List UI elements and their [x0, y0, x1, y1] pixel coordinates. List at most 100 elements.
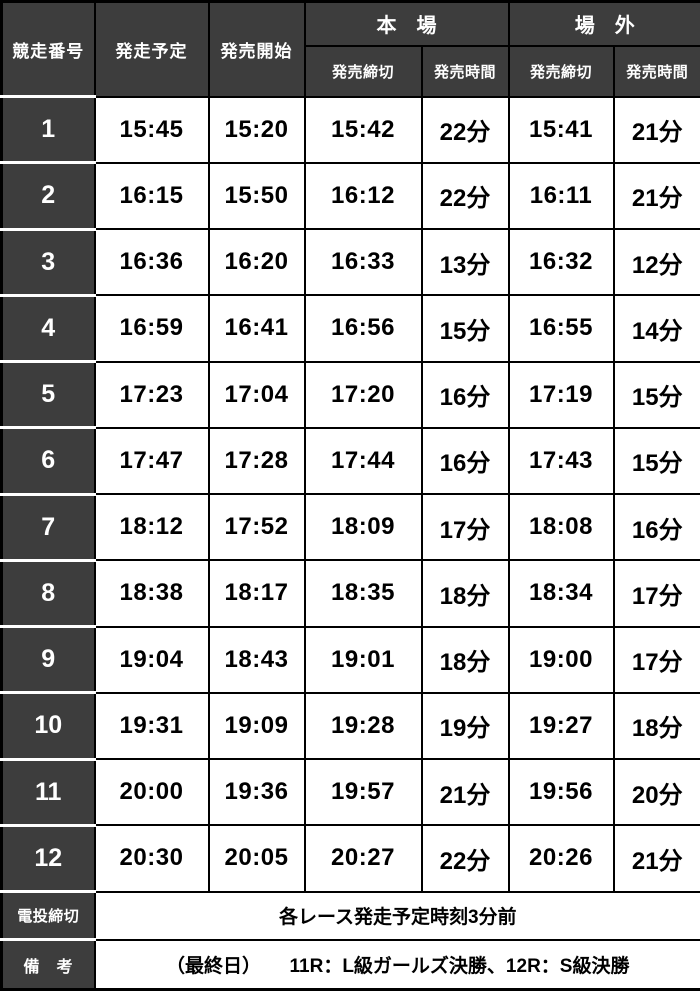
table-row: 11 20:00 19:36 19:57 21分 19:56 20分 — [0, 757, 700, 827]
off-sale-close-cell: 19:56 — [507, 757, 615, 827]
header-off-sale-close: 発売締切 — [507, 44, 615, 98]
off-sale-duration-cell: 17分 — [612, 625, 700, 694]
table-row: 9 19:04 18:43 19:01 18分 19:00 17分 — [0, 624, 700, 694]
header-sale-open: 発売開始 — [207, 0, 306, 98]
main-sale-duration-cell: 18分 — [420, 559, 510, 628]
schedule-rows: 1 15:45 15:20 15:42 22分 15:41 21分 2 16:15 15:50 16… — [0, 94, 700, 893]
table-row: 4 16:59 16:41 16:56 15分 16:55 14分 — [0, 293, 700, 363]
main-sale-duration-cell: 18分 — [420, 625, 510, 694]
off-sale-close-cell: 16:55 — [507, 294, 615, 363]
scheduled-start-cell: 19:31 — [93, 691, 210, 761]
off-sale-duration-cell: 17分 — [612, 559, 700, 628]
scheduled-start-cell: 20:30 — [93, 824, 210, 893]
scheduled-start-cell: 16:15 — [93, 161, 210, 231]
main-sale-duration-cell: 17分 — [420, 492, 510, 562]
race-number-cell: 3 — [0, 227, 96, 297]
table-row: 6 17:47 17:28 17:44 16分 17:43 15分 — [0, 426, 700, 496]
sale-open-cell: 20:05 — [207, 824, 306, 893]
off-sale-duration-cell: 15分 — [612, 426, 700, 496]
main-sale-duration-cell: 22分 — [420, 95, 510, 164]
race-number-cell: 1 — [0, 94, 96, 164]
table-row: 10 19:31 19:09 19:28 19分 19:27 18分 — [0, 691, 700, 761]
main-sale-close-cell: 18:35 — [303, 559, 423, 628]
race-number-cell: 10 — [0, 691, 96, 761]
off-sale-duration-cell: 12分 — [612, 227, 700, 297]
table-row: 7 18:12 17:52 18:09 17分 18:08 16分 — [0, 492, 700, 562]
main-sale-close-cell: 17:20 — [303, 360, 423, 429]
table-row: 3 16:36 16:20 16:33 13分 16:32 12分 — [0, 227, 700, 297]
scheduled-start-cell: 17:47 — [93, 426, 210, 496]
remarks-value: （最終日） 11R：L級ガールズ決勝、12R：S級決勝 — [93, 938, 700, 991]
main-sale-duration-cell: 16分 — [420, 426, 510, 496]
off-sale-close-cell: 16:32 — [507, 227, 615, 297]
sale-open-cell: 17:52 — [207, 492, 306, 562]
remarks-label: 備 考 — [0, 938, 96, 991]
main-sale-close-cell: 19:28 — [303, 691, 423, 761]
main-sale-close-cell: 16:56 — [303, 294, 423, 363]
scheduled-start-cell: 18:38 — [93, 559, 210, 628]
off-sale-close-cell: 20:26 — [507, 824, 615, 893]
header-main-venue: 本 場 — [303, 0, 510, 47]
header-race-number: 競走番号 — [0, 0, 96, 98]
race-number-cell: 5 — [0, 359, 96, 429]
off-sale-duration-cell: 18分 — [612, 691, 700, 761]
race-number-cell: 12 — [0, 823, 96, 893]
main-sale-close-cell: 19:57 — [303, 757, 423, 827]
sale-open-cell: 16:41 — [207, 294, 306, 363]
sale-open-cell: 19:09 — [207, 691, 306, 761]
off-sale-close-cell: 17:19 — [507, 360, 615, 429]
off-sale-duration-cell: 21分 — [612, 161, 700, 231]
main-sale-duration-cell: 16分 — [420, 360, 510, 429]
off-sale-close-cell: 18:08 — [507, 492, 615, 562]
off-sale-duration-cell: 21分 — [612, 824, 700, 893]
main-sale-duration-cell: 22分 — [420, 161, 510, 231]
header-scheduled-start: 発走予定 — [93, 0, 210, 98]
race-number-cell: 2 — [0, 161, 96, 231]
race-number-cell: 8 — [0, 558, 96, 628]
race-number-cell: 11 — [0, 757, 96, 827]
sale-open-cell: 19:36 — [207, 757, 306, 827]
sale-open-cell: 17:28 — [207, 426, 306, 496]
off-sale-close-cell: 16:11 — [507, 161, 615, 231]
off-sale-duration-cell: 16分 — [612, 492, 700, 562]
off-sale-close-cell: 15:41 — [507, 95, 615, 164]
header-off-track: 場 外 — [507, 0, 700, 47]
remarks-row: 備 考 （最終日） 11R：L級ガールズ決勝、12R：S級決勝 — [0, 938, 700, 991]
scheduled-start-cell: 16:36 — [93, 227, 210, 297]
off-sale-duration-cell: 15分 — [612, 360, 700, 429]
table-row: 2 16:15 15:50 16:12 22分 16:11 21分 — [0, 161, 700, 231]
table-row: 5 17:23 17:04 17:20 16分 17:19 15分 — [0, 359, 700, 429]
off-sale-close-cell: 17:43 — [507, 426, 615, 496]
scheduled-start-cell: 19:04 — [93, 625, 210, 694]
table-row: 8 18:38 18:17 18:35 18分 18:34 17分 — [0, 558, 700, 628]
main-sale-close-cell: 20:27 — [303, 824, 423, 893]
evote-deadline-label: 電投締切 — [0, 890, 96, 941]
main-sale-duration-cell: 13分 — [420, 227, 510, 297]
sale-open-cell: 17:04 — [207, 360, 306, 429]
scheduled-start-cell: 16:59 — [93, 294, 210, 363]
off-sale-close-cell: 19:00 — [507, 625, 615, 694]
evote-deadline-row: 電投締切 各レース発走予定時刻3分前 — [0, 890, 700, 941]
main-sale-close-cell: 16:33 — [303, 227, 423, 297]
sale-open-cell: 15:20 — [207, 95, 306, 164]
scheduled-start-cell: 18:12 — [93, 492, 210, 562]
evote-deadline-value: 各レース発走予定時刻3分前 — [93, 890, 700, 941]
main-sale-close-cell: 19:01 — [303, 625, 423, 694]
main-sale-duration-cell: 21分 — [420, 757, 510, 827]
race-number-cell: 9 — [0, 624, 96, 694]
scheduled-start-cell: 15:45 — [93, 95, 210, 164]
sale-open-cell: 18:17 — [207, 559, 306, 628]
header-sub-row: 発売締切 発売時間 発売締切 発売時間 — [2, 44, 700, 98]
off-sale-duration-cell: 20分 — [612, 757, 700, 827]
header-main-sale-close: 発売締切 — [303, 44, 423, 98]
off-sale-duration-cell: 14分 — [612, 294, 700, 363]
main-sale-close-cell: 18:09 — [303, 492, 423, 562]
table-row: 12 20:30 20:05 20:27 22分 20:26 21分 — [0, 823, 700, 893]
header-group-row: 競走番号 発走予定 発売開始 本 場 場 外 — [0, 0, 700, 98]
main-sale-close-cell: 15:42 — [303, 95, 423, 164]
main-sale-duration-cell: 22分 — [420, 824, 510, 893]
race-number-cell: 6 — [0, 426, 96, 496]
table-row: 1 15:45 15:20 15:42 22分 15:41 21分 — [0, 94, 700, 164]
